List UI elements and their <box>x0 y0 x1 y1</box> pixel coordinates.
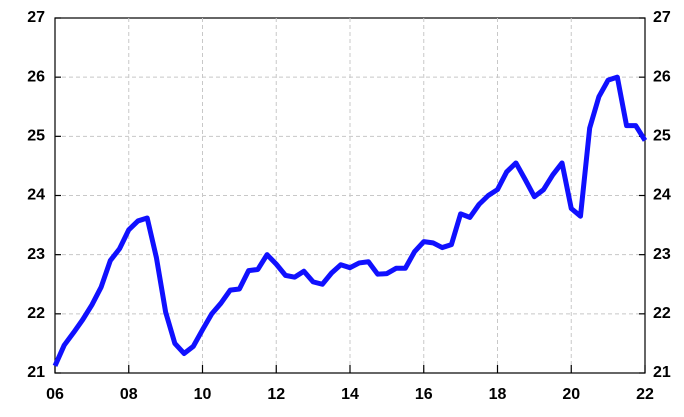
y-tick-label: 22 <box>27 305 45 322</box>
y2-tick-label: 27 <box>653 9 671 26</box>
y2-tick-label: 22 <box>653 305 671 322</box>
y2-tick-label: 26 <box>653 68 671 85</box>
data-line <box>52 74 648 367</box>
y2-tick-label: 21 <box>653 364 671 381</box>
x-tick-label: 20 <box>562 386 580 403</box>
y2-tick-label: 23 <box>653 246 671 263</box>
x-tick-label: 18 <box>489 386 507 403</box>
x-tick-label: 10 <box>194 386 212 403</box>
y2-tick-label: 25 <box>653 128 671 145</box>
y-tick-label: 27 <box>27 9 45 26</box>
x-tick-label: 16 <box>415 386 433 403</box>
y-tick-label: 25 <box>27 128 45 145</box>
y-tick-label: 24 <box>27 187 45 204</box>
x-tick-label: 08 <box>120 386 138 403</box>
x-tick-label: 06 <box>46 386 64 403</box>
y-tick-label: 21 <box>27 364 45 381</box>
x-tick-label: 12 <box>267 386 285 403</box>
y-tick-label: 23 <box>27 246 45 263</box>
x-tick-label: 14 <box>341 386 359 403</box>
x-tick-label: 22 <box>636 386 654 403</box>
y-tick-label: 26 <box>27 68 45 85</box>
y2-tick-label: 24 <box>653 187 671 204</box>
